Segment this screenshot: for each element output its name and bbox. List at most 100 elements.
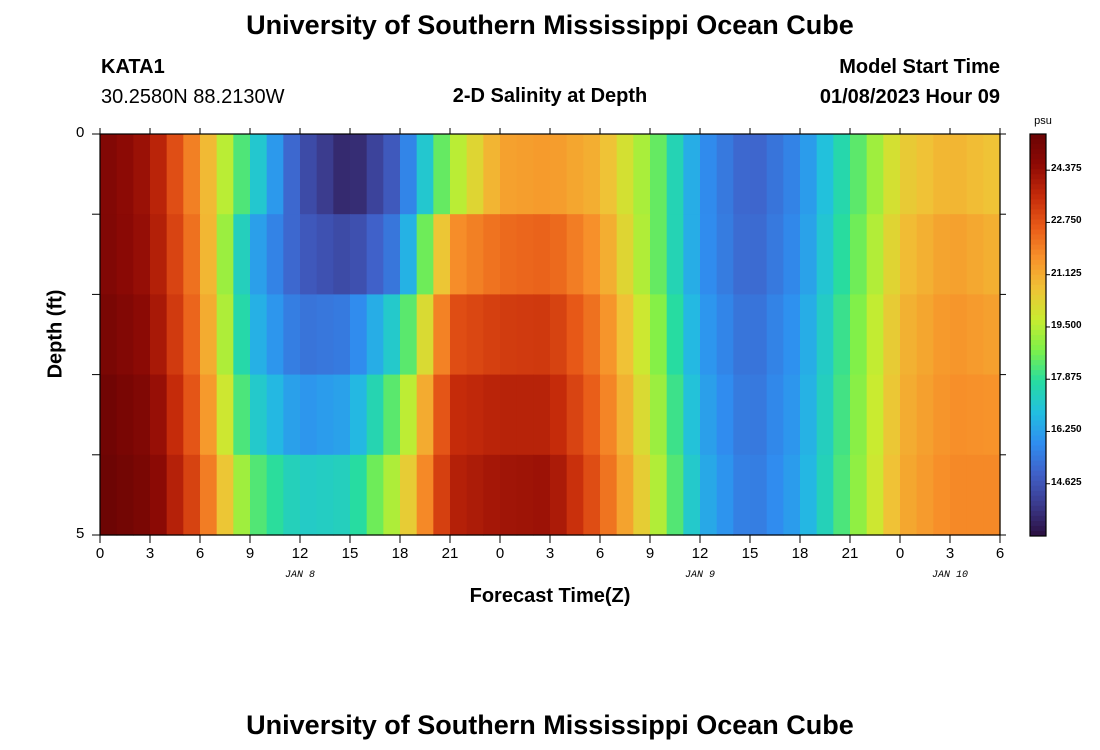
heatmap-cell (416, 294, 434, 376)
heatmap-cell (650, 214, 668, 295)
heatmap-cell (400, 134, 418, 215)
colorbar-swatch (1030, 144, 1046, 150)
heatmap-cell (500, 214, 518, 295)
heatmap-cell (800, 214, 818, 295)
heatmap-cell (483, 374, 501, 456)
heatmap-cell (200, 134, 218, 215)
colorbar-swatch (1030, 274, 1046, 281)
heatmap-cell (900, 374, 918, 456)
heatmap-cell (516, 374, 534, 456)
heatmap-cell (500, 374, 518, 456)
heatmap-cell (950, 294, 968, 376)
colorbar-swatch (1030, 249, 1046, 256)
heatmap-cell (183, 214, 201, 295)
colorbar-swatch (1030, 390, 1046, 396)
heatmap-cell (766, 134, 784, 215)
heatmap-cell (233, 454, 251, 536)
colorbar-swatch (1030, 324, 1046, 331)
date-label: JAN 8 (284, 570, 316, 581)
heatmap-cell (166, 374, 184, 456)
colorbar-swatch (1030, 159, 1046, 165)
heatmap-cell (350, 294, 368, 376)
heatmap-cell (900, 454, 918, 536)
colorbar-swatch (1030, 495, 1046, 502)
colorbar-swatch (1030, 294, 1046, 301)
heatmap-cell (650, 454, 668, 536)
heatmap-cell (850, 294, 868, 376)
colorbar-swatch (1030, 350, 1046, 356)
heatmap-cell (583, 374, 601, 456)
heatmap-cell (566, 374, 584, 456)
heatmap-cell (783, 134, 801, 215)
heatmap-cell (950, 374, 968, 456)
heatmap-cell (350, 214, 368, 295)
heatmap-cell (483, 134, 501, 215)
colorbar-swatch (1030, 189, 1046, 195)
colorbar-swatch (1030, 435, 1046, 442)
heatmap-cell (133, 134, 151, 215)
heatmap-cell (216, 374, 234, 456)
heatmap-cell (150, 454, 168, 536)
heatmap-cell (166, 214, 184, 295)
heatmap-cell (716, 134, 734, 215)
heatmap-cell (550, 374, 568, 456)
heatmap-cell (883, 214, 901, 295)
x-tick-label: 18 (391, 545, 409, 562)
heatmap-cell (266, 214, 284, 295)
heatmap-cell (700, 454, 718, 536)
heatmap-cell (883, 134, 901, 215)
heatmap-cell (833, 134, 851, 215)
colorbar-swatch (1030, 304, 1046, 311)
colorbar-swatch (1030, 224, 1046, 230)
heatmap-cell (116, 454, 134, 536)
colorbar-swatch (1030, 139, 1046, 145)
colorbar-swatch (1030, 254, 1046, 261)
date-label: JAN 9 (684, 570, 716, 581)
x-tick-label: 3 (545, 545, 555, 562)
x-tick-label: 21 (441, 545, 459, 562)
heatmap-cell (650, 294, 668, 376)
heatmap-cell (166, 134, 184, 215)
heatmap-cell (566, 214, 584, 295)
colorbar-swatch (1030, 289, 1046, 296)
heatmap-cell (333, 214, 351, 295)
heatmap-cell (683, 294, 701, 376)
colorbar-swatch (1030, 360, 1046, 366)
x-tick-label: 0 (495, 545, 505, 562)
heatmap-cell (666, 374, 684, 456)
heatmap-cell (150, 134, 168, 215)
heatmap-cell (466, 294, 484, 376)
colorbar-swatch (1030, 370, 1046, 376)
y-axis-ticks (92, 133, 1006, 536)
page-title: University of Southern Mississippi Ocean… (246, 10, 854, 40)
heatmap-cell (833, 454, 851, 536)
heatmap-cell (283, 214, 301, 295)
colorbar-swatch (1030, 505, 1046, 512)
colorbar-swatch (1030, 375, 1046, 381)
heatmap-cell (833, 214, 851, 295)
heatmap-cell (966, 214, 984, 295)
heatmap-cell (116, 214, 134, 295)
heatmap-cell (450, 134, 468, 215)
heatmap-cell (633, 374, 651, 456)
heatmap-cell (783, 294, 801, 376)
heatmap-cell (566, 454, 584, 536)
heatmap-cell (100, 454, 118, 536)
colorbar-tick-label: 22.750 (1051, 215, 1082, 227)
heatmap-cell (250, 134, 268, 215)
colorbar-tick-label: 24.375 (1051, 163, 1082, 175)
heatmap-cell (733, 454, 751, 536)
colorbar-swatch (1030, 475, 1046, 482)
colorbar-swatch (1030, 380, 1046, 386)
colorbar-swatch (1030, 525, 1046, 532)
colorbar-swatch (1030, 450, 1046, 457)
heatmap-cell (550, 134, 568, 215)
heatmap-cell (383, 214, 401, 295)
heatmap-cell (150, 294, 168, 376)
heatmap-cell (583, 134, 601, 215)
heatmap-cell (133, 294, 151, 376)
heatmap-cell (283, 374, 301, 456)
heatmap-cell (883, 374, 901, 456)
heatmap-cell (866, 454, 884, 536)
